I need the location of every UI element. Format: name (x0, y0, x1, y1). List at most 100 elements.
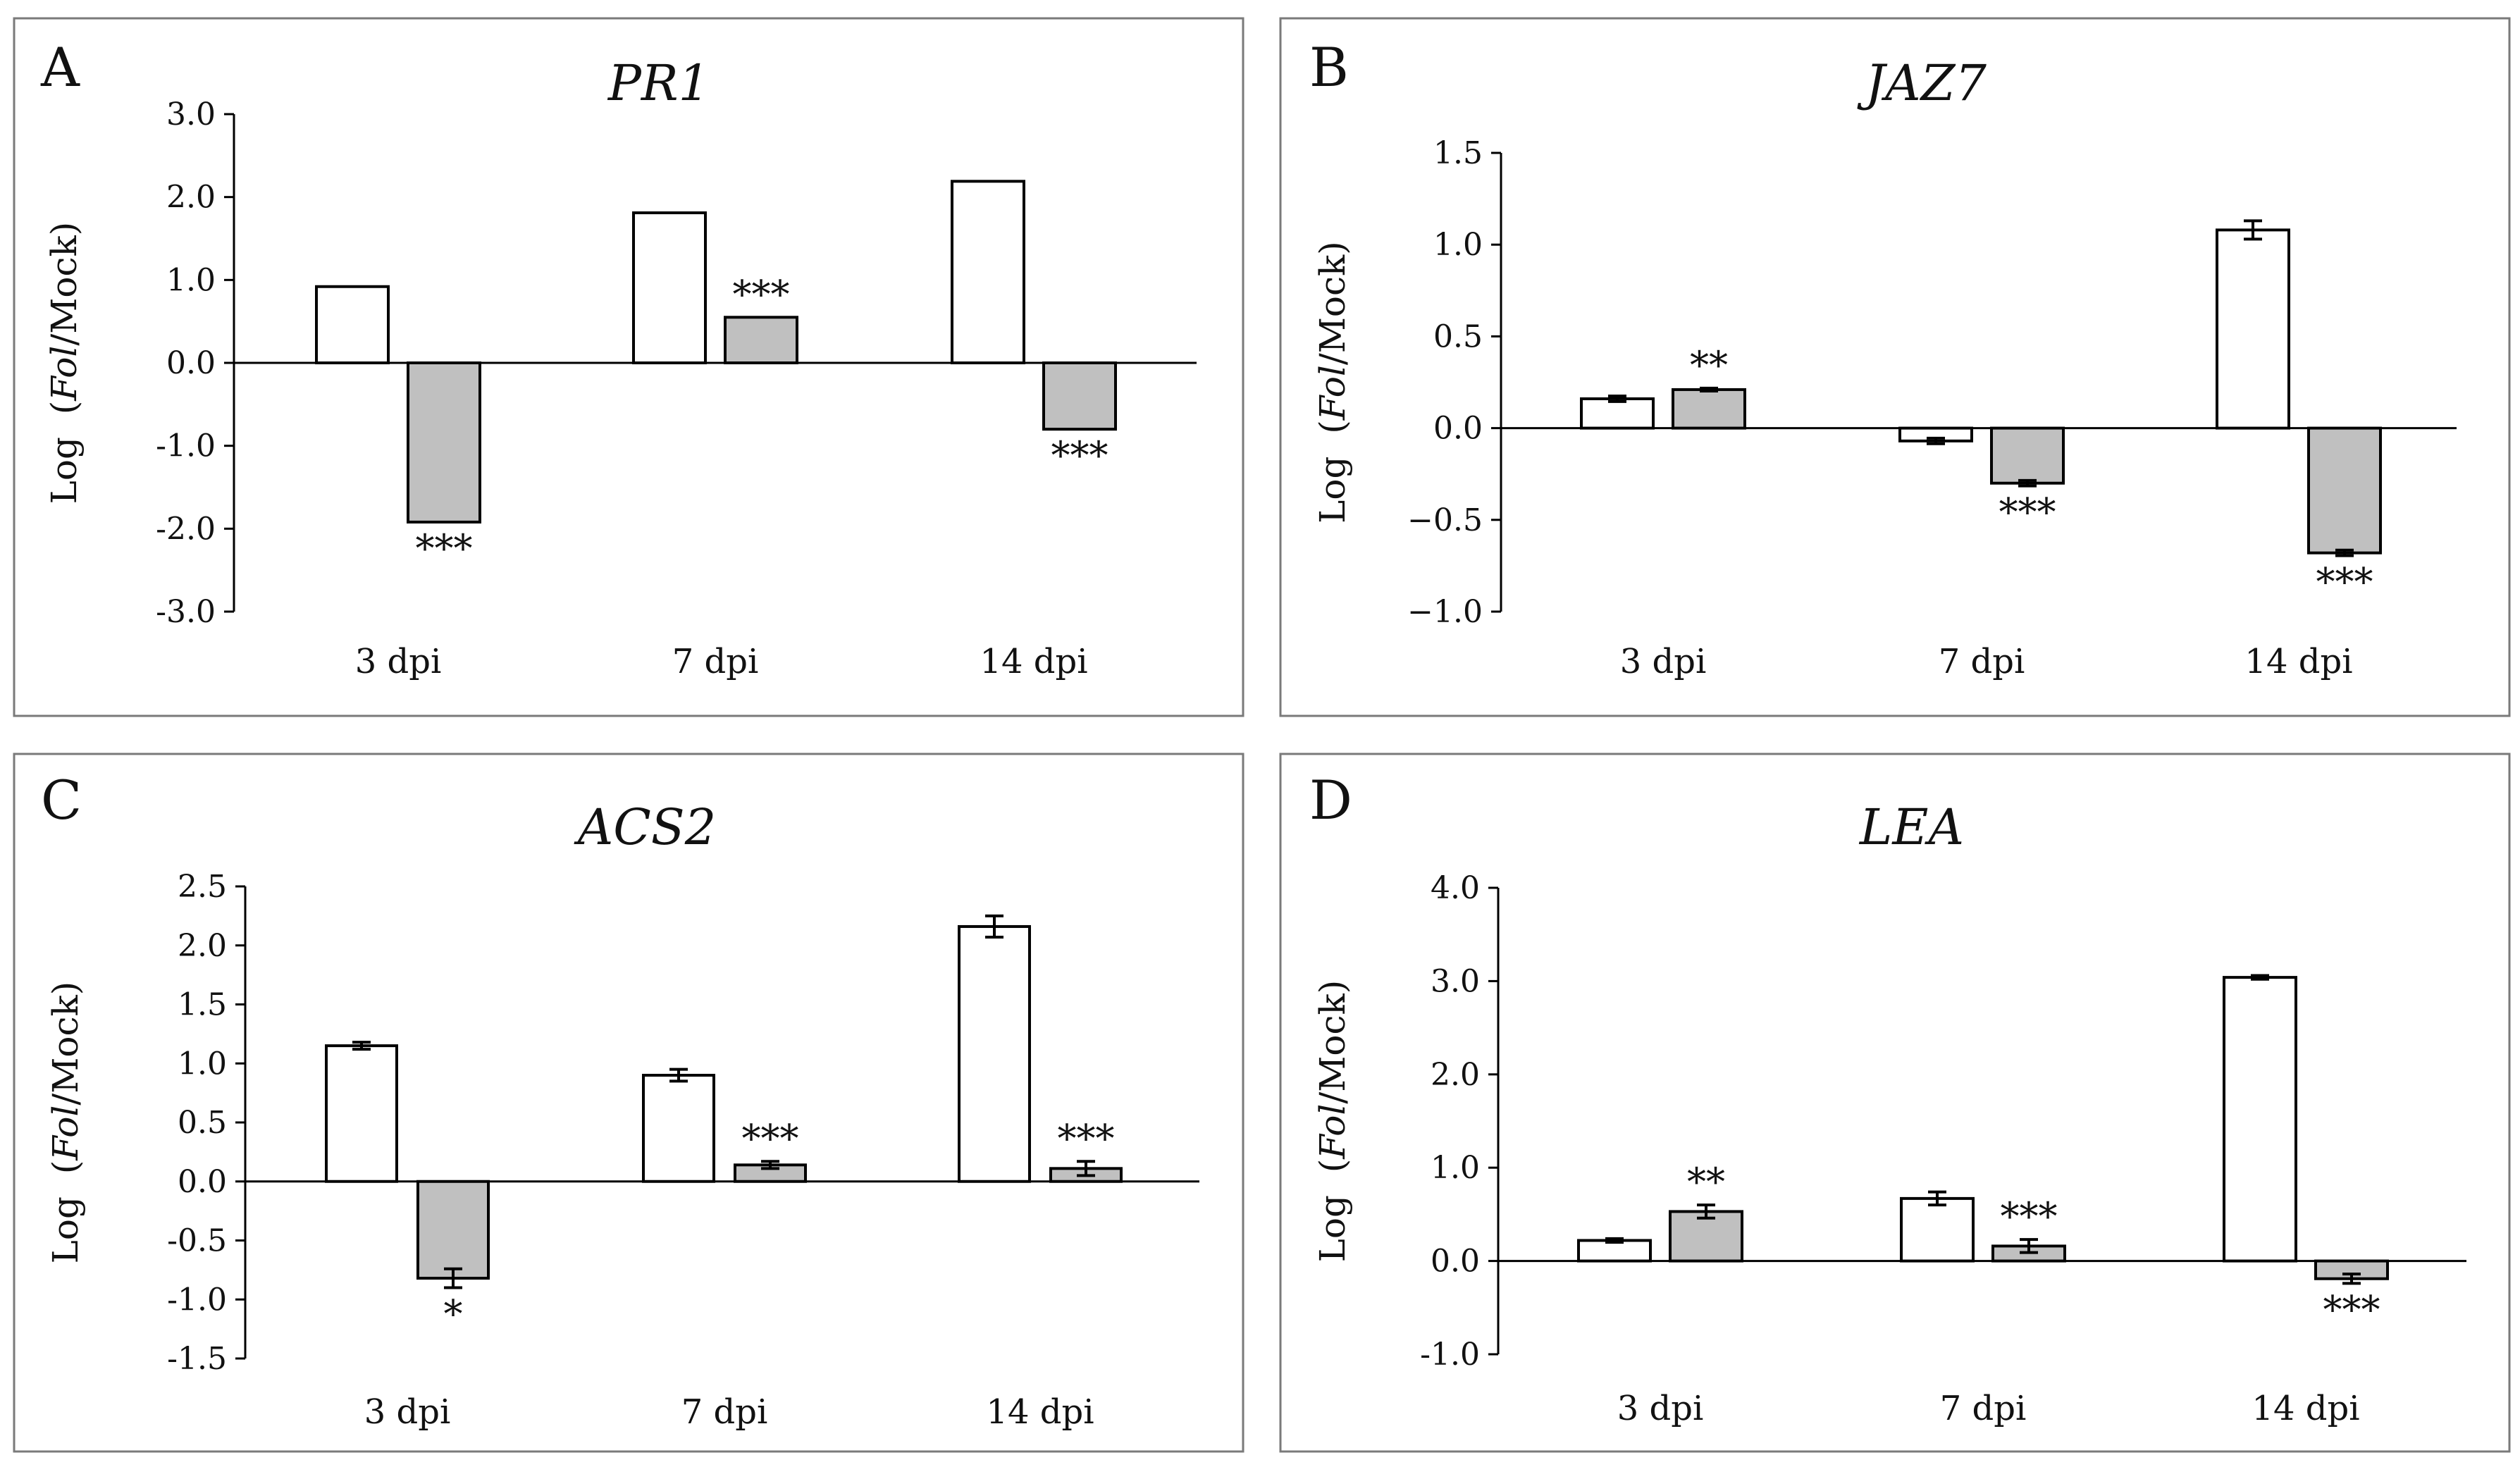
error-bar (2251, 974, 2269, 981)
significance-marker: *** (1999, 490, 2056, 535)
panel-letter: A (40, 36, 80, 99)
panel-frame (1279, 753, 2511, 1453)
panel-frame (13, 17, 1244, 717)
y-axis-label: Log (Fol/Mock) (44, 222, 85, 505)
x-category-label: 14 dpi (2252, 1389, 2359, 1428)
y-axis-label-prefix: Log ( (1312, 1159, 1353, 1263)
y-axis-label-suffix: /Mock) (1312, 980, 1353, 1104)
error-bar (1697, 1203, 1715, 1220)
significance-marker: ** (1690, 343, 1728, 388)
y-tick-label: -1.5 (167, 1341, 227, 1377)
panel-letter: B (1309, 36, 1349, 99)
bar-series-2 (2307, 426, 2382, 555)
significance-marker: * (444, 1292, 463, 1337)
bar-series-1 (315, 285, 390, 365)
y-tick-label: −1.0 (1407, 594, 1483, 630)
y-tick-label: 1.0 (1433, 227, 1483, 263)
chart-panel-b: B JAZ7 1.5 1.0 0.5 0.0 −0.5 −1.0 Log (Fol/Mock) 3… (1279, 17, 2511, 717)
x-category-label: 14 dpi (986, 1392, 1094, 1432)
x-category-label: 14 dpi (980, 642, 1087, 681)
y-tick-label: -1.0 (1420, 1337, 1480, 1373)
y-axis-label-italic: Fol (44, 346, 85, 402)
bar-series-2 (1042, 361, 1117, 431)
y-tick-label: -1.0 (167, 1282, 227, 1318)
x-category-label: 14 dpi (2244, 642, 2352, 681)
x-category-label: 7 dpi (1940, 1389, 2027, 1428)
y-tick-label: 0.5 (1433, 318, 1483, 354)
error-bar (985, 914, 1003, 939)
y-tick-label: 0.0 (166, 345, 216, 381)
error-bar (1077, 1160, 1095, 1177)
error-bar (1927, 436, 1945, 445)
bar-series-1 (958, 924, 1031, 1183)
chart-title: JAZ7 (1857, 54, 1987, 112)
error-bar (1605, 1237, 1624, 1244)
x-category-label: 7 dpi (1939, 642, 2025, 681)
error-bar (2018, 478, 2037, 488)
y-tick-label: -2.0 (156, 511, 216, 547)
chart-panel-c: C ACS2 2.5 2.0 1.5 1.0 0.5 0.0 -0.5 -1.0 -1.5 Log (… (13, 753, 1244, 1453)
bar-series-1 (2216, 228, 2290, 430)
y-tick-label: 2.0 (1431, 1057, 1480, 1093)
error-bar (2342, 1273, 2361, 1285)
chart-title: PR1 (607, 54, 710, 112)
error-bar (2335, 548, 2354, 557)
y-tick-label: 2.0 (166, 180, 216, 216)
significance-marker: *** (1058, 1116, 1115, 1160)
x-category-label: 3 dpi (364, 1392, 451, 1432)
chart-title: LEA (1858, 798, 1964, 856)
y-tick-label: 1.0 (166, 262, 216, 298)
bar-series-2 (724, 316, 798, 364)
y-tick-label: 0.0 (1431, 1244, 1480, 1280)
significance-marker: *** (416, 526, 473, 571)
y-axis-label: Log (Fol/Mock) (1312, 241, 1353, 524)
y-axis-label-italic: Fol (45, 1106, 86, 1161)
y-tick-label: -0.5 (167, 1223, 227, 1259)
error-bar (669, 1067, 688, 1083)
bar-series-1 (632, 211, 707, 365)
y-axis-label-prefix: Log ( (44, 401, 85, 505)
error-bar (2244, 219, 2262, 241)
y-tick-label: 2.0 (178, 928, 227, 964)
error-bar (444, 1267, 462, 1289)
bar-series-1 (325, 1044, 398, 1183)
significance-marker: *** (733, 272, 790, 316)
y-axis-label-suffix: /Mock) (1312, 241, 1353, 365)
bar-series-2 (1669, 1210, 1743, 1263)
panel-frame (1279, 17, 2511, 717)
y-tick-label: -3.0 (156, 594, 216, 630)
chart-title: ACS2 (574, 798, 717, 856)
y-axis-label: Log (Fol/Mock) (45, 982, 86, 1264)
bar-series-1 (1580, 397, 1655, 430)
y-tick-label: 2.5 (178, 869, 227, 905)
significance-marker: *** (1051, 433, 1108, 478)
significance-marker: ** (1687, 1160, 1725, 1204)
significance-marker: *** (2316, 560, 2373, 605)
y-tick-label: 1.5 (178, 987, 227, 1023)
y-axis-label-italic: Fol (1312, 365, 1353, 421)
error-bar (1928, 1190, 1946, 1207)
bar-series-1 (1900, 1196, 1975, 1263)
x-category-label: 7 dpi (672, 642, 759, 681)
x-category-label: 7 dpi (681, 1392, 768, 1432)
error-bar (352, 1041, 371, 1051)
y-tick-label: 3.0 (1431, 963, 1480, 999)
panel-frame (13, 753, 1244, 1453)
y-axis-label-italic: Fol (1312, 1104, 1353, 1160)
bar-series-2 (416, 1180, 490, 1280)
error-bar (761, 1160, 779, 1170)
error-bar (1608, 395, 1626, 403)
y-tick-label: 3.0 (166, 97, 216, 132)
significance-marker: *** (742, 1116, 799, 1160)
y-tick-label: 0.0 (1433, 411, 1483, 447)
significance-marker: *** (2001, 1194, 2058, 1239)
error-bar (2020, 1238, 2038, 1254)
error-bar (1700, 386, 1718, 392)
chart-panel-a: A PR1 3.0 2.0 1.0 0.0 -1.0 -2.0 -3.0 Log (Fol/Moc… (13, 17, 1244, 717)
bar-series-1 (951, 180, 1025, 364)
bar-series-1 (2223, 976, 2297, 1263)
x-category-label: 3 dpi (1617, 1389, 1704, 1428)
y-tick-label: 4.0 (1431, 870, 1480, 906)
bar-series-2 (1672, 388, 1746, 430)
